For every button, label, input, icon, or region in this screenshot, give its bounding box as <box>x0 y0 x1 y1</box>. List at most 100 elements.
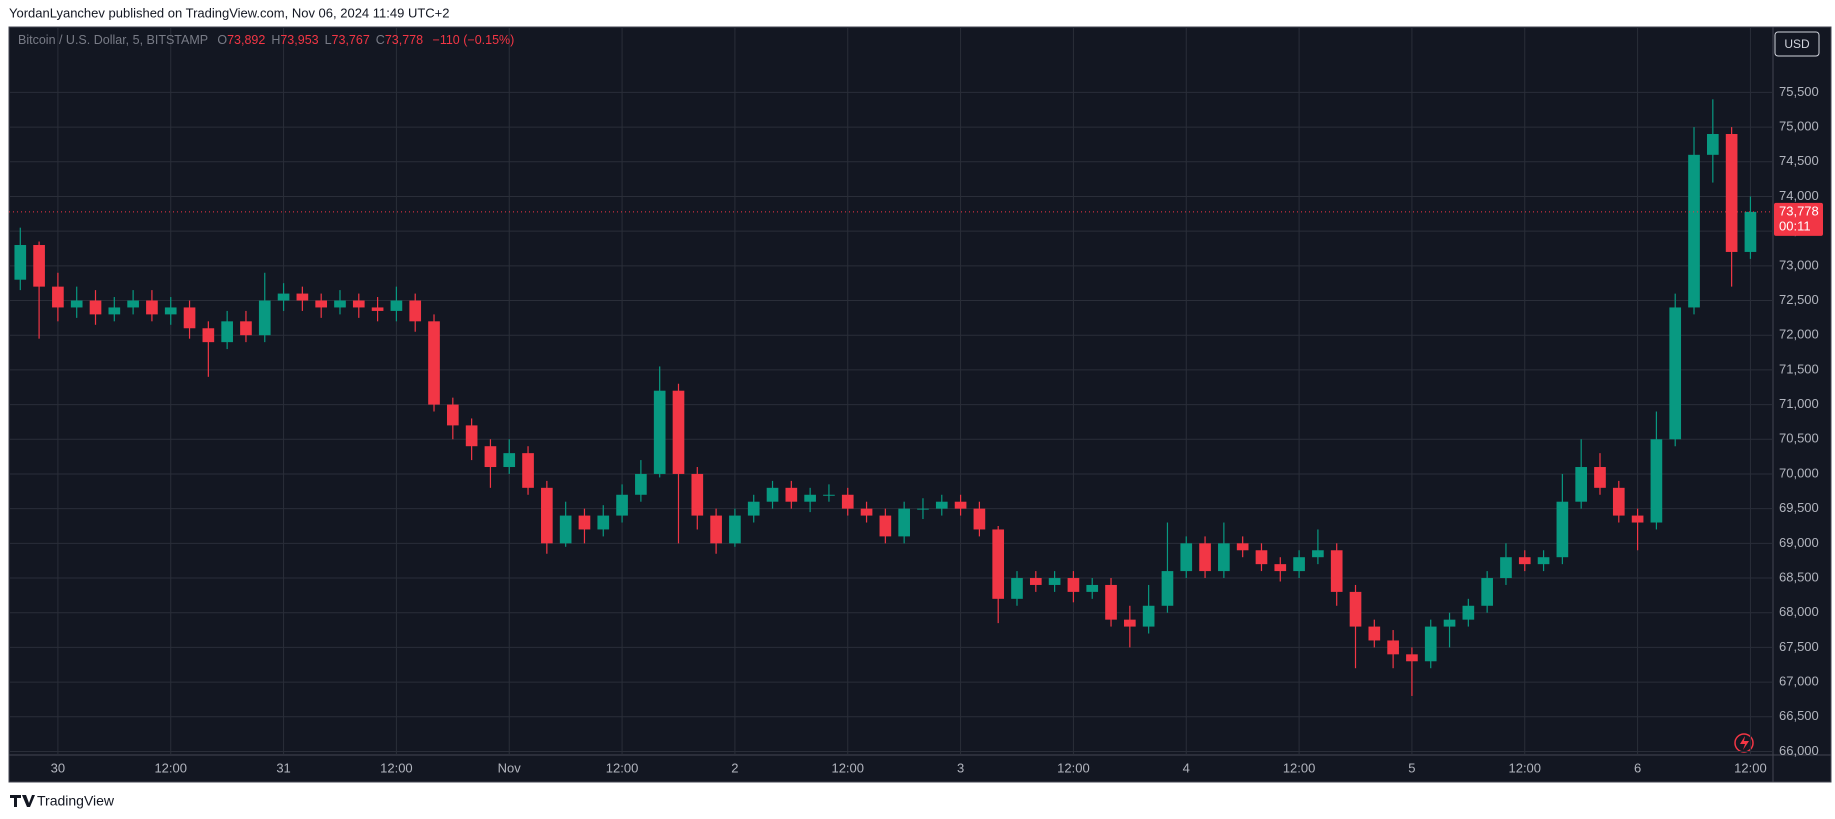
candle-body <box>1274 564 1287 572</box>
x-tick-label: 12:00 <box>154 760 187 775</box>
candle-body <box>52 286 64 308</box>
candle-body <box>973 508 986 530</box>
candle-body <box>597 515 610 530</box>
candle-body <box>334 300 346 308</box>
currency-button[interactable] <box>1774 31 1820 57</box>
candle-body <box>1481 578 1493 606</box>
candle-body <box>860 508 873 516</box>
ohlc-value: 73,767 <box>331 33 370 47</box>
candle-body <box>1124 619 1136 627</box>
candle-body <box>635 473 647 495</box>
x-tick-label: 4 <box>1183 760 1190 775</box>
candle-body <box>1443 619 1456 627</box>
candle-body <box>1086 584 1099 592</box>
candle-body <box>766 487 779 502</box>
candle-body <box>653 390 666 474</box>
x-tick-label: 12:00 <box>831 760 864 775</box>
candle-body <box>33 245 45 287</box>
replay-bolt <box>1740 736 1749 750</box>
grid <box>9 28 1773 755</box>
candle-body <box>1518 557 1531 565</box>
candle-body <box>1330 550 1343 592</box>
candle-body <box>747 501 760 516</box>
candle-body <box>1236 543 1249 551</box>
candle-body <box>1349 591 1362 627</box>
candle-body <box>315 300 328 308</box>
symbol: Bitcoin / U.S. Dollar, 5, BITSTAMP <box>18 33 208 47</box>
x-tick-label: 31 <box>276 760 290 775</box>
candle-body <box>1105 584 1117 620</box>
y-tick-label: 69,000 <box>1779 535 1819 550</box>
candle-body <box>1011 578 1023 599</box>
y-tick-label: 75,500 <box>1779 84 1819 99</box>
candle-body <box>1218 543 1230 572</box>
ohlc-value: 73,778 <box>384 33 424 47</box>
x-tick-label: Nov <box>498 760 522 775</box>
published-line: YordanLyanchev published on TradingView.… <box>9 5 450 20</box>
candle-body <box>503 453 516 468</box>
x-tick-label: 12:00 <box>1057 760 1090 775</box>
y-tick-label: 71,500 <box>1779 361 1819 376</box>
change: −110 <box>432 33 460 47</box>
change-percent: (−0.15%) <box>463 33 515 47</box>
candle-body <box>221 321 233 343</box>
candle-body <box>1500 557 1512 579</box>
y-tick-label: 72,000 <box>1779 327 1819 342</box>
y-tick-label: 67,000 <box>1779 674 1819 689</box>
candle-body <box>710 515 722 544</box>
candle-body <box>1537 557 1550 565</box>
replay-icon[interactable] <box>1734 733 1754 753</box>
candle-body <box>898 508 910 537</box>
x-tick-label: 12:00 <box>380 760 413 775</box>
candle-body <box>1744 211 1757 252</box>
candle-body <box>1424 626 1437 662</box>
candle-body <box>841 494 854 509</box>
candle-body <box>108 307 121 315</box>
y-tick-label: 67,500 <box>1779 639 1819 654</box>
candle-body <box>1199 543 1211 572</box>
candle-body <box>729 515 741 544</box>
ohlc-key: O <box>217 33 228 47</box>
candle-body <box>484 446 497 468</box>
candle-body <box>1612 487 1625 516</box>
candle-body <box>578 515 591 530</box>
y-tick-label: 74,500 <box>1779 153 1819 168</box>
candle-body <box>1462 605 1475 620</box>
candle-body <box>70 300 83 308</box>
candle-body <box>1406 654 1418 662</box>
x-tick-label: 5 <box>1408 760 1415 775</box>
candle-body <box>1293 557 1305 572</box>
candle-body <box>1650 439 1663 523</box>
x-tick-label: 30 <box>51 760 65 775</box>
candle-body <box>1575 467 1588 502</box>
candle-body <box>146 300 158 315</box>
last-price-tag <box>1774 202 1823 236</box>
candle-body <box>992 529 1005 599</box>
candle-body <box>1706 134 1719 155</box>
tv-logo <box>10 795 35 807</box>
plot <box>14 99 1757 696</box>
ohlc-key: H <box>271 33 281 47</box>
countdown-label: 00:11 <box>1779 218 1811 233</box>
x-tick-label: 12:00 <box>606 760 639 775</box>
candle-body <box>1368 626 1381 641</box>
candle-body <box>954 501 967 509</box>
candle-body <box>1594 467 1606 488</box>
currency-label: USD <box>1784 37 1810 51</box>
candle-body <box>917 508 929 510</box>
candle-body <box>1142 605 1155 627</box>
y-tick-label: 70,500 <box>1779 431 1819 446</box>
candle-body <box>277 293 290 301</box>
y-tick-label: 69,500 <box>1779 500 1819 515</box>
y-tick-label: 68,500 <box>1779 569 1819 584</box>
candle-body <box>672 390 685 474</box>
y-tick-label: 70,000 <box>1779 465 1819 480</box>
candle-body <box>409 300 422 322</box>
candle-body <box>1312 550 1324 558</box>
ohlc-value: 73,953 <box>280 33 319 47</box>
candle-body <box>202 328 215 343</box>
candle-body <box>258 300 271 336</box>
candle-body <box>1688 154 1700 308</box>
